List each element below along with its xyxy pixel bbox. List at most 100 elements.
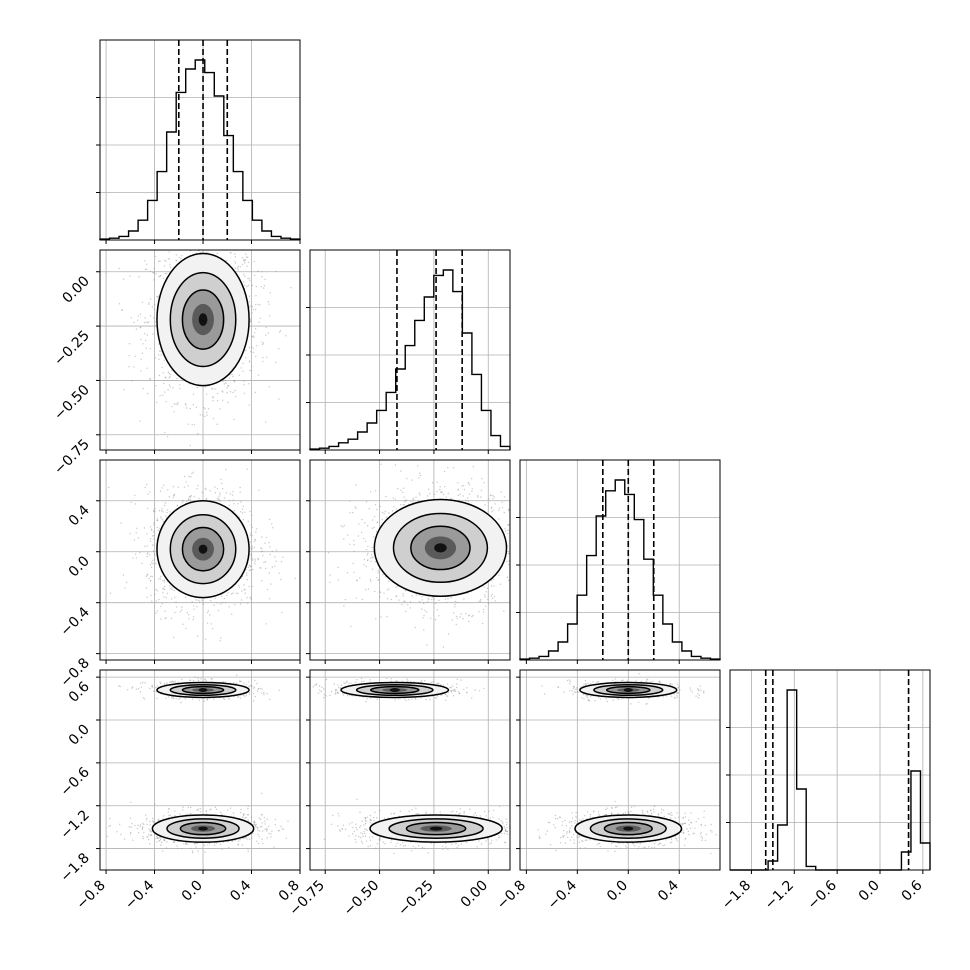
sample-point	[192, 404, 194, 406]
sample-point	[149, 579, 152, 582]
sample-point	[285, 335, 287, 337]
sample-point	[483, 586, 485, 588]
sample-point	[498, 507, 501, 509]
sample-point	[265, 334, 267, 336]
sample-point	[253, 687, 255, 689]
sample-point	[379, 591, 382, 594]
sample-point	[139, 420, 141, 422]
sample-point	[258, 321, 260, 323]
sample-point	[147, 552, 149, 554]
sample-point	[146, 268, 148, 270]
sample-point	[493, 596, 495, 598]
sample-point	[467, 615, 470, 617]
sample-point	[271, 550, 273, 552]
sample-point	[144, 268, 147, 271]
sample-point	[154, 255, 156, 258]
sample-point	[220, 478, 222, 480]
sample-point	[232, 375, 234, 378]
sample-point	[248, 346, 251, 349]
sample-point	[463, 488, 466, 491]
sample-point	[402, 487, 405, 489]
sample-point	[123, 388, 125, 391]
sample-point	[184, 596, 187, 598]
sample-point	[248, 586, 250, 588]
sample-point	[265, 567, 267, 570]
sample-point	[161, 366, 163, 369]
sample-point	[381, 518, 383, 521]
sample-point	[250, 317, 253, 320]
sample-point	[257, 270, 259, 272]
sample-point	[122, 574, 125, 576]
sample-point	[508, 564, 510, 566]
sample-point	[245, 256, 248, 258]
sample-point	[231, 373, 233, 376]
sample-point	[426, 495, 429, 497]
sample-point	[171, 697, 173, 699]
sample-point	[452, 467, 455, 469]
sample-point	[375, 490, 377, 492]
sample-point	[167, 371, 170, 373]
sample-point	[196, 635, 199, 637]
sample-point	[154, 321, 156, 323]
sample-point	[251, 585, 253, 587]
sample-point	[363, 558, 366, 561]
sample-point	[427, 597, 429, 599]
sample-point	[261, 276, 263, 278]
sample-point	[254, 327, 257, 330]
sample-point	[192, 605, 195, 607]
sample-point	[181, 609, 183, 611]
sample-point	[229, 493, 232, 495]
sample-point	[251, 545, 254, 548]
sample-point	[222, 399, 224, 401]
sample-point	[465, 612, 467, 615]
sample-point	[490, 585, 493, 587]
sample-point	[477, 495, 479, 497]
sample-point	[185, 407, 188, 409]
sample-point	[500, 491, 502, 493]
sample-point	[216, 488, 219, 490]
sample-point	[263, 285, 266, 287]
sample-point	[346, 572, 349, 574]
sample-point	[352, 562, 354, 565]
sample-point	[109, 592, 112, 594]
sample-point	[246, 572, 248, 574]
sample-point	[166, 272, 168, 275]
sample-point	[174, 680, 176, 682]
sample-point	[492, 578, 495, 580]
sample-point	[402, 593, 404, 595]
sample-point	[235, 592, 238, 594]
sample-point	[149, 298, 152, 300]
sample-point	[218, 496, 220, 498]
sample-point	[268, 315, 271, 317]
sample-point	[158, 510, 161, 512]
sample-point	[263, 561, 265, 564]
sample-point	[189, 496, 191, 498]
sample-point	[161, 602, 163, 605]
sample-point	[402, 491, 404, 494]
sample-point	[412, 498, 414, 501]
sample-point	[189, 679, 191, 681]
sample-point	[153, 531, 155, 533]
sample-point	[377, 572, 379, 574]
sample-point	[194, 676, 196, 678]
sample-point	[177, 402, 179, 404]
sample-point	[499, 583, 502, 585]
sample-point	[396, 585, 399, 587]
sample-point	[366, 554, 369, 556]
sample-point	[271, 523, 273, 525]
sample-point	[212, 396, 214, 399]
sample-point	[400, 504, 402, 506]
sample-point	[423, 615, 425, 617]
sample-point	[447, 466, 449, 469]
sample-point	[265, 536, 267, 539]
sample-point	[234, 256, 236, 258]
sample-point	[200, 678, 202, 680]
sample-point	[136, 527, 138, 529]
sample-point	[263, 287, 265, 289]
sample-point	[133, 321, 135, 324]
sample-point	[153, 538, 155, 540]
sample-point	[134, 503, 137, 505]
sample-point	[193, 608, 195, 610]
sample-point	[225, 492, 228, 494]
sample-point	[164, 581, 166, 583]
